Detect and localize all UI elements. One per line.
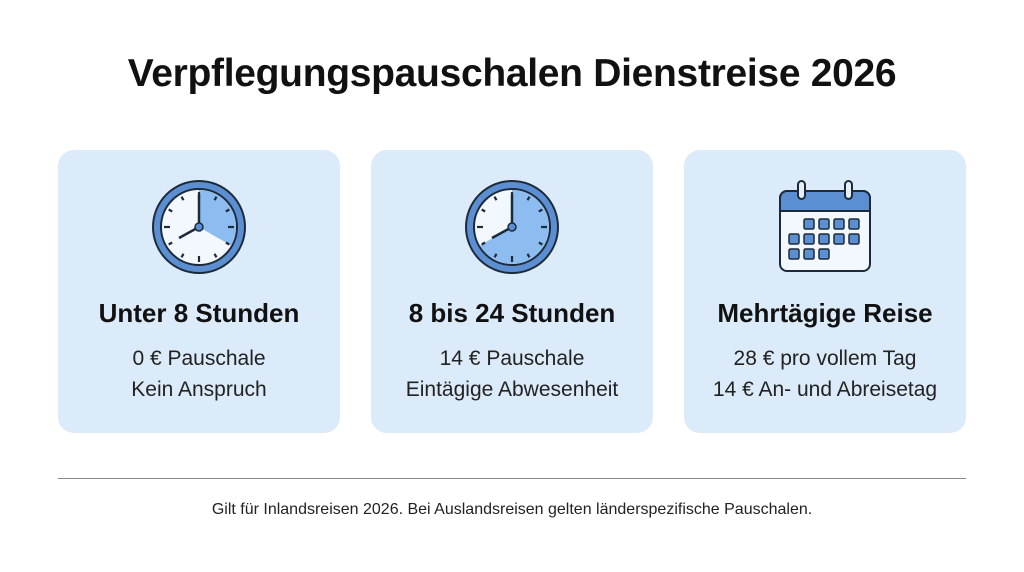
clock-tick bbox=[538, 208, 543, 213]
clock-tick bbox=[168, 208, 173, 213]
calendar-day-cell bbox=[833, 233, 845, 245]
calendar-day-cell bbox=[833, 218, 845, 230]
card-note: Eintägige Abwesenheit bbox=[405, 378, 619, 401]
calendar-day-cell bbox=[818, 218, 830, 230]
card-note: Kein Anspruch bbox=[131, 378, 267, 401]
clock-tick bbox=[481, 241, 486, 246]
clock-icon bbox=[152, 180, 246, 274]
calendar-day-cell bbox=[788, 233, 800, 245]
calendar-day-cell bbox=[803, 218, 815, 230]
card-multi-day-trip: Mehrtägige Reise 28 € pro vollem Tag 14 … bbox=[684, 150, 966, 433]
calendar-day-cell bbox=[818, 233, 830, 245]
clock-tick bbox=[493, 253, 498, 258]
footer-note: Gilt für Inlandsreisen 2026. Bei Ausland… bbox=[211, 501, 813, 518]
calendar-day-cell bbox=[803, 233, 815, 245]
clock-icon bbox=[465, 180, 559, 274]
card-heading: 8 bis 24 Stunden bbox=[408, 298, 616, 328]
calendar-day-cell bbox=[848, 233, 860, 245]
card-amount: 28 € pro vollem Tag bbox=[733, 347, 917, 370]
calendar-day-cell bbox=[848, 218, 860, 230]
clock-tick bbox=[225, 241, 230, 246]
clock-tick bbox=[180, 196, 185, 201]
calendar-day-cell bbox=[818, 248, 830, 260]
calendar-icon bbox=[779, 180, 871, 272]
page-title: Verpflegungspauschalen Dienstreise 2026 bbox=[127, 52, 897, 95]
card-amount: 14 € Pauschale bbox=[439, 347, 585, 370]
clock-tick bbox=[180, 253, 185, 258]
calendar-day-cell bbox=[788, 248, 800, 260]
calendar-day-cell bbox=[803, 248, 815, 260]
clock-tick bbox=[538, 241, 543, 246]
clock-tick bbox=[213, 253, 218, 258]
clock-tick bbox=[526, 253, 531, 258]
card-under-8-hours: Unter 8 Stunden 0 € Pauschale Kein Anspr… bbox=[58, 150, 340, 433]
clock-tick bbox=[225, 208, 230, 213]
divider bbox=[58, 478, 966, 479]
card-note: 14 € An- und Abreisetag bbox=[712, 378, 938, 401]
clock-tick bbox=[213, 196, 218, 201]
clock-tick bbox=[493, 196, 498, 201]
card-amount: 0 € Pauschale bbox=[132, 347, 266, 370]
card-heading: Unter 8 Stunden bbox=[98, 298, 300, 328]
clock-tick bbox=[168, 241, 173, 246]
clock-tick bbox=[481, 208, 486, 213]
clock-tick bbox=[526, 196, 531, 201]
card-heading: Mehrtägige Reise bbox=[717, 298, 933, 328]
card-8-to-24-hours: 8 bis 24 Stunden 14 € Pauschale Eintägig… bbox=[371, 150, 653, 433]
